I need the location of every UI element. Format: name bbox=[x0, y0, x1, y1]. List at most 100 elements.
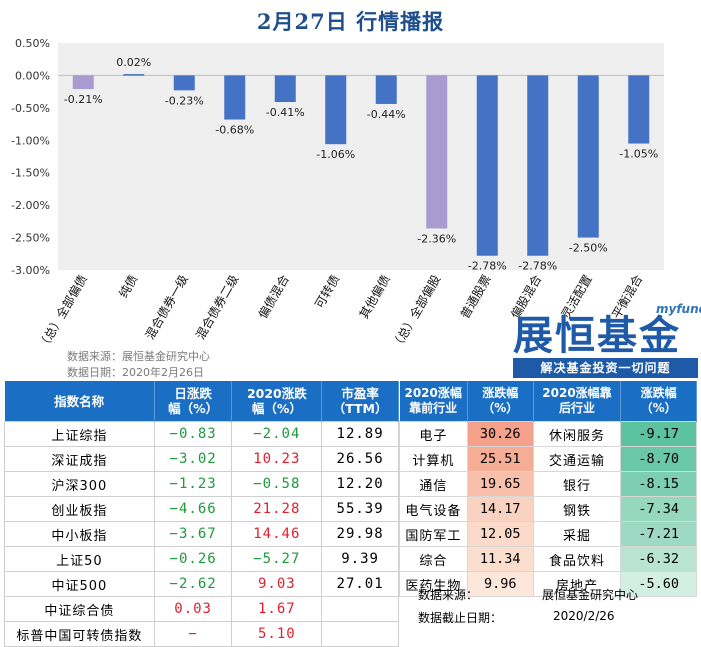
top-industry-name: 医药生物 bbox=[399, 571, 468, 597]
industry-table-header: 涨跌幅 （%） bbox=[620, 381, 697, 422]
bar-chart: 0.50% 0.00% -0.50% -1.00% -1.50% -2.00% -2.50%… bbox=[11, 37, 664, 352]
index-name: 上证综指 bbox=[4, 421, 155, 447]
index-table-row: 中小板指 −3.67 14.46 29.98 bbox=[4, 521, 399, 547]
index-day-change: −0.83 bbox=[153, 421, 233, 447]
index-table-row: 创业板指 −4.66 21.28 55.39 bbox=[4, 496, 399, 522]
index-table-row: 沪深300 −1.23 −0.58 12.20 bbox=[4, 471, 399, 497]
bar bbox=[325, 75, 347, 145]
index-ytd-change: 1.67 bbox=[231, 596, 323, 622]
bottom-industry-name: 银行 bbox=[532, 471, 622, 497]
top-industry-name: 通信 bbox=[399, 471, 468, 497]
y-tick-label: 0.00% bbox=[15, 69, 50, 82]
category-label: 偏债混合 bbox=[255, 272, 292, 321]
index-pe: 12.20 bbox=[321, 471, 399, 497]
y-tick-label: -0.50% bbox=[11, 102, 50, 115]
industry-table-row: 医药生物 9.96 房地产 -5.60 bbox=[399, 571, 697, 597]
chart-source: 数据来源：展恒基金研究中心 bbox=[67, 350, 210, 363]
index-ytd-change: 14.46 bbox=[231, 521, 323, 547]
bar bbox=[173, 75, 195, 91]
top-industry-name: 电气设备 bbox=[399, 496, 468, 522]
index-table: 指数名称 日涨跌 幅（%） 2020涨跌 幅（%） 市盈率 （TTM） 上证综指 −0.83−… bbox=[4, 381, 399, 647]
industry-table-header: 2020涨幅靠 后行业 bbox=[533, 381, 622, 422]
index-pe: 9.39 bbox=[321, 546, 399, 572]
index-ytd-change: −2.04 bbox=[231, 421, 323, 447]
index-name: 中小板指 bbox=[4, 521, 155, 547]
y-tick-label: -1.00% bbox=[11, 134, 50, 147]
bar bbox=[426, 75, 448, 229]
bar-value-label: -2.50% bbox=[569, 242, 608, 255]
index-pe: 26.56 bbox=[321, 446, 399, 472]
bar bbox=[577, 75, 599, 238]
bottom-industry-change: -5.60 bbox=[620, 571, 697, 597]
category-label: （总）全部偏股 bbox=[388, 272, 443, 352]
industry-table-row: 电气设备 14.17 钢铁 -7.34 bbox=[399, 496, 697, 522]
index-ytd-change: 10.23 bbox=[231, 446, 323, 472]
index-day-change: − bbox=[153, 621, 233, 647]
index-table-row: 深证成指 −3.02 10.23 26.56 bbox=[4, 446, 399, 472]
index-ytd-change: 21.28 bbox=[231, 496, 323, 522]
index-pe: 27.01 bbox=[321, 571, 399, 597]
industry-table-row: 电子 30.26 休闲服务 -9.17 bbox=[399, 421, 697, 447]
bar bbox=[628, 75, 650, 144]
index-pe bbox=[321, 596, 399, 622]
top-industry-change: 14.17 bbox=[466, 496, 534, 522]
index-pe: 12.89 bbox=[321, 421, 399, 447]
industry-table-row: 通信 19.65 银行 -8.15 bbox=[399, 471, 697, 497]
bottom-industry-name: 房地产 bbox=[532, 571, 622, 597]
top-industry-change: 19.65 bbox=[466, 471, 534, 497]
index-day-change: 0.03 bbox=[153, 596, 233, 622]
bar-value-label: -0.23% bbox=[165, 94, 204, 107]
footer-source-value: 展恒基金研究中心 bbox=[542, 588, 639, 602]
category-label: 其他偏债 bbox=[356, 272, 393, 321]
bar bbox=[274, 75, 296, 103]
index-name: 沪深300 bbox=[4, 471, 155, 497]
category-label: 混合债券一级 bbox=[142, 272, 191, 342]
footer-date-label: 数据截止日期： bbox=[418, 611, 503, 625]
top-industry-change: 12.05 bbox=[466, 521, 534, 547]
index-table-header: 市盈率 （TTM） bbox=[321, 381, 399, 422]
bottom-industry-change: -9.17 bbox=[620, 421, 697, 447]
bar bbox=[476, 75, 498, 256]
bar-value-label: -1.06% bbox=[316, 148, 355, 161]
bar-value-label: -0.68% bbox=[215, 124, 254, 137]
category-label: （总）全部偏债 bbox=[35, 272, 90, 352]
bar-value-label: -0.21% bbox=[64, 93, 103, 106]
index-name: 创业板指 bbox=[4, 496, 155, 522]
bottom-industry-change: -7.34 bbox=[620, 496, 697, 522]
industry-table-row: 综合 11.34 食品饮料 -6.32 bbox=[399, 546, 697, 572]
y-tick-label: -2.50% bbox=[11, 232, 50, 245]
y-tick-label: -3.00% bbox=[11, 264, 50, 277]
category-label: 普通股票 bbox=[458, 273, 494, 322]
bar-value-label: -0.41% bbox=[266, 106, 305, 119]
y-tick-label: -2.00% bbox=[11, 199, 50, 212]
index-day-change: −3.02 bbox=[153, 446, 233, 472]
bottom-industry-name: 食品饮料 bbox=[532, 546, 622, 572]
bottom-industry-change: -8.70 bbox=[620, 446, 697, 472]
logo-slogan: 解决基金投资一切问题 bbox=[513, 358, 698, 378]
index-table-row: 标普中国可转债指数 −5.10 bbox=[4, 621, 399, 647]
index-name: 中证综合债 bbox=[4, 596, 155, 622]
index-ytd-change: −0.58 bbox=[231, 471, 323, 497]
top-industry-change: 11.34 bbox=[466, 546, 534, 572]
logo-main-text: 展恒基金 bbox=[513, 313, 681, 359]
bottom-industry-change: -8.15 bbox=[620, 471, 697, 497]
y-tick-label: -1.50% bbox=[11, 167, 50, 180]
top-industry-name: 综合 bbox=[399, 546, 468, 572]
category-label: 混合债券二级 bbox=[192, 272, 241, 342]
bar bbox=[224, 75, 246, 120]
bar-value-label: -2.36% bbox=[417, 232, 456, 245]
bottom-industry-name: 休闲服务 bbox=[532, 421, 622, 447]
index-table-row: 上证综指 −0.83 −2.04 12.89 bbox=[4, 421, 399, 447]
plot-area bbox=[58, 43, 664, 270]
index-day-change: −2.62 bbox=[153, 571, 233, 597]
top-industry-change: 25.51 bbox=[466, 446, 534, 472]
bottom-industry-change: -6.32 bbox=[620, 546, 697, 572]
index-table-row: 中证综合债 0.03 1.67 bbox=[4, 596, 399, 622]
index-table-row: 中证500 −2.62 9.03 27.01 bbox=[4, 571, 399, 597]
footer-date-value: 2020/2/26 bbox=[553, 609, 615, 623]
bar bbox=[123, 74, 145, 76]
category-label: 可转债 bbox=[311, 272, 342, 311]
index-day-change: −0.26 bbox=[153, 546, 233, 572]
logo-sub-text: myfund bbox=[656, 302, 701, 316]
industry-table-row: 计算机 25.51 交通运输 -8.70 bbox=[399, 446, 697, 472]
